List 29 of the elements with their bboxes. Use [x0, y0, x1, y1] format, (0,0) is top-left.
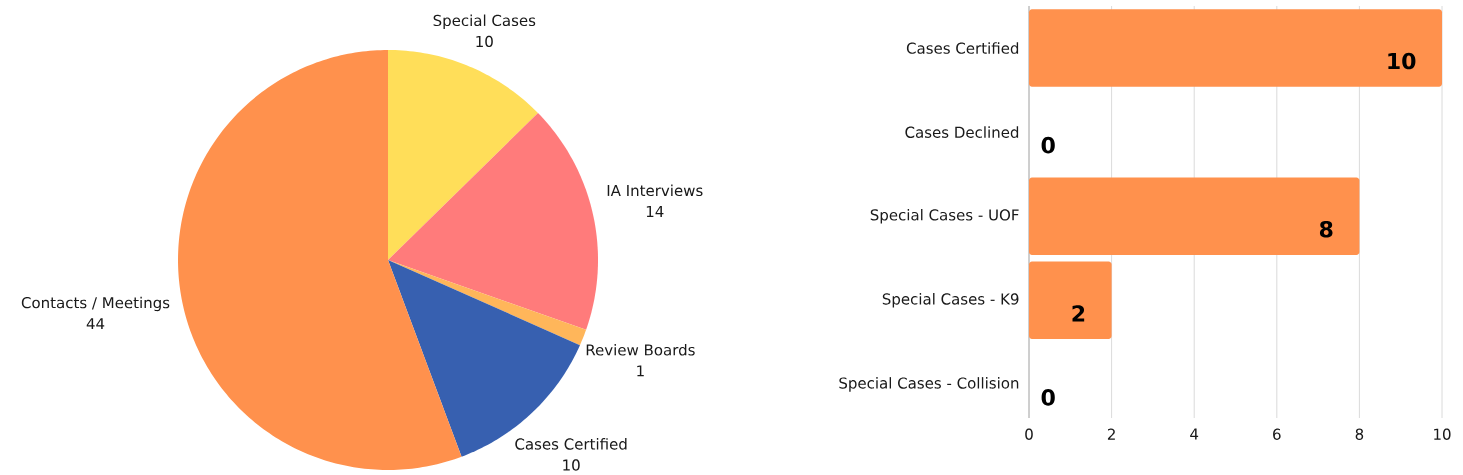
x-tick-label: 8 — [1355, 428, 1364, 440]
x-tick-label: 6 — [1273, 428, 1281, 440]
data-label: 10 — [476, 35, 493, 48]
data-label: 10 — [1388, 52, 1416, 70]
y-tick-label: Special Cases - K9 — [882, 293, 1019, 308]
data-label: 1 — [637, 365, 644, 377]
slice-label: Cases Certified — [515, 438, 627, 450]
bar — [1029, 9, 1443, 87]
data-label: 2 — [1072, 305, 1085, 322]
slice-label: IA Interviews — [607, 184, 703, 197]
y-tick-label: Special Cases - Collision — [839, 377, 1019, 392]
bar — [1029, 177, 1360, 255]
data-label: 14 — [646, 205, 664, 217]
data-label: 0 — [1041, 389, 1055, 406]
data-label: 0 — [1041, 136, 1055, 154]
x-tick-label: 4 — [1190, 428, 1199, 440]
y-tick-label: Special Cases - UOF — [870, 208, 1019, 224]
y-tick-label: Cases Declined — [905, 126, 1019, 138]
x-tick-label: 2 — [1107, 428, 1115, 440]
data-label: 10 — [563, 459, 580, 471]
data-label: 44 — [86, 318, 105, 330]
x-tick-label: 10 — [1434, 428, 1451, 440]
y-tick-label: Cases Certified — [906, 42, 1019, 54]
slice-label: Special Cases — [433, 14, 536, 30]
x-tick-label: 0 — [1025, 428, 1033, 440]
bar — [1029, 261, 1112, 339]
slice-label: Review Boards — [586, 343, 695, 356]
slice-label: Contacts / Meetings — [21, 296, 170, 312]
data-label: 8 — [1319, 220, 1333, 238]
